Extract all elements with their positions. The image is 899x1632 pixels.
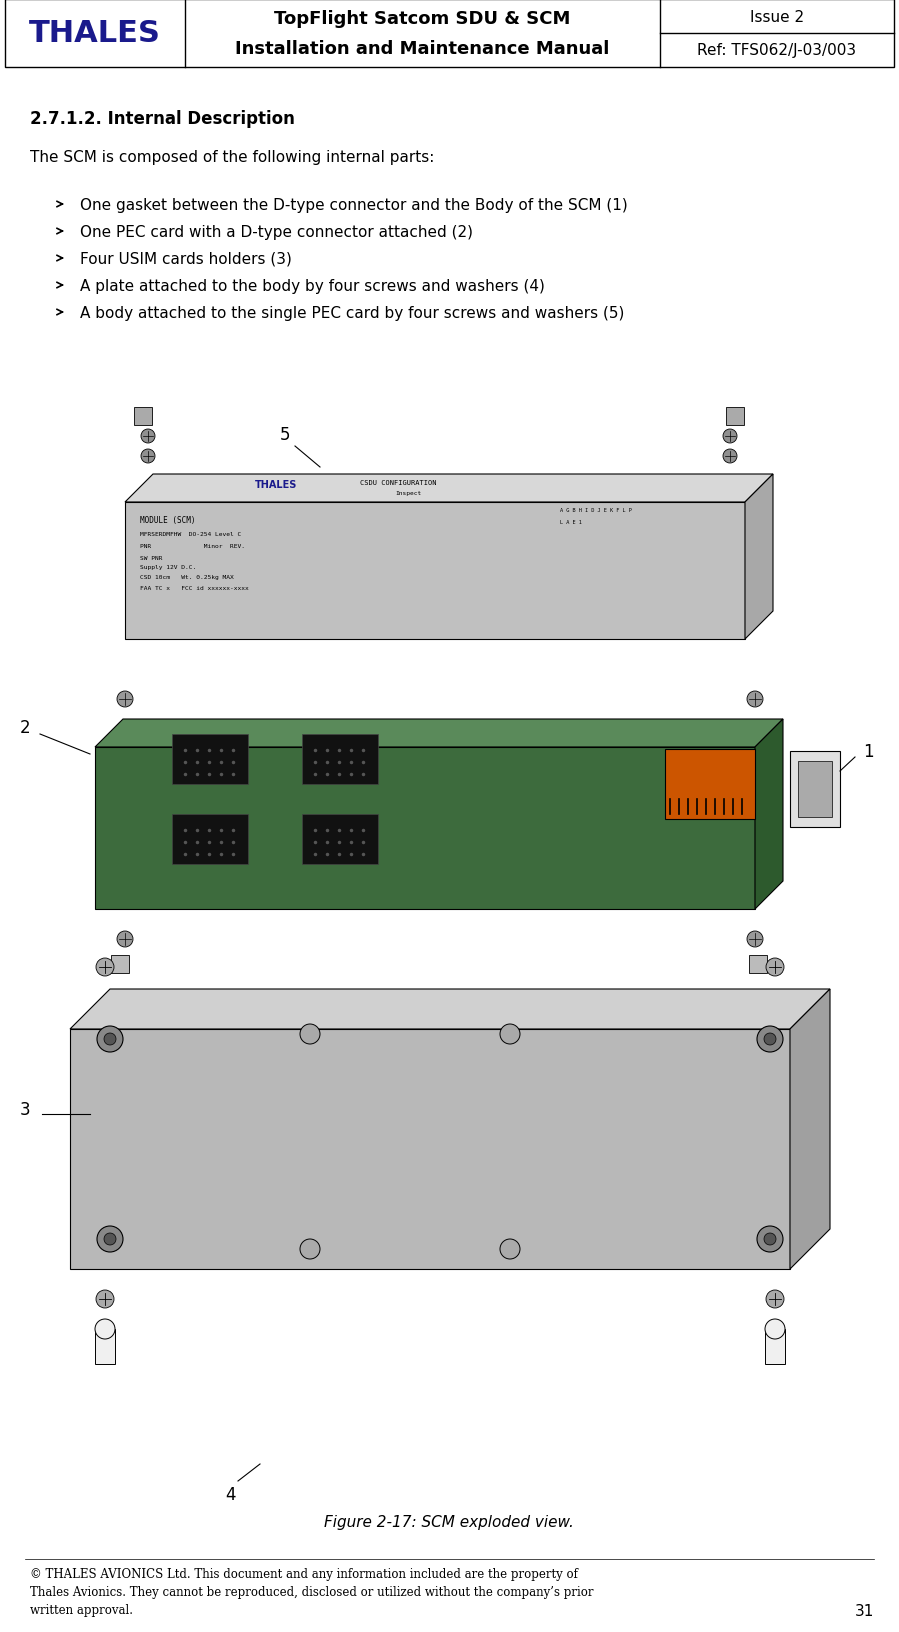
Text: A G B H I D J E K F L P: A G B H I D J E K F L P [560,508,632,512]
Text: 5: 5 [280,426,290,444]
Text: A body attached to the single PEC card by four screws and washers (5): A body attached to the single PEC card b… [80,305,625,322]
Polygon shape [790,989,830,1270]
Text: MODULE (SCM): MODULE (SCM) [140,516,195,524]
Circle shape [723,429,737,444]
Text: PNR              Minor  REV.: PNR Minor REV. [140,543,245,548]
Circle shape [117,692,133,708]
Text: The SCM is composed of the following internal parts:: The SCM is composed of the following int… [30,150,434,165]
Circle shape [95,1319,115,1340]
Circle shape [96,1291,114,1309]
Text: 31: 31 [855,1603,874,1617]
Bar [665,749,755,819]
Text: Four USIM cards holders (3): Four USIM cards holders (3) [80,251,292,268]
Bar [302,734,378,785]
Text: THALES: THALES [29,20,161,49]
Circle shape [97,1027,123,1053]
Text: THALES: THALES [255,480,298,490]
Circle shape [104,1033,116,1046]
Polygon shape [745,475,773,640]
Bar [95,1328,115,1364]
Text: 2: 2 [20,718,31,736]
Circle shape [766,958,784,976]
Circle shape [765,1319,785,1340]
Circle shape [141,429,155,444]
Bar [5,0,894,69]
Text: SW PNR: SW PNR [140,555,163,560]
Bar [765,1328,785,1364]
Circle shape [141,450,155,463]
Text: 4: 4 [225,1485,236,1503]
Polygon shape [125,503,745,640]
Circle shape [723,450,737,463]
Circle shape [500,1025,520,1044]
Text: written approval.: written approval. [30,1603,133,1616]
Text: © THALES AVIONICS Ltd. This document and any information included are the proper: © THALES AVIONICS Ltd. This document and… [30,1567,578,1580]
Circle shape [300,1025,320,1044]
Text: Supply 12V D.C.: Supply 12V D.C. [140,565,196,570]
Circle shape [97,1226,123,1252]
Bar [134,408,152,426]
Circle shape [764,1234,776,1245]
Text: 2.7.1.2. Internal Description: 2.7.1.2. Internal Description [30,109,295,127]
Text: 1: 1 [863,743,873,761]
Bar [798,762,832,818]
Text: One gasket between the D-type connector and the Body of the SCM (1): One gasket between the D-type connector … [80,197,628,212]
Text: 3: 3 [20,1100,31,1118]
Polygon shape [95,747,755,909]
Circle shape [300,1239,320,1260]
Text: FAA TC x   FCC id xxxxxx-xxxx: FAA TC x FCC id xxxxxx-xxxx [140,586,249,591]
Polygon shape [95,720,783,747]
Circle shape [757,1027,783,1053]
Circle shape [117,932,133,948]
Text: L A E 1: L A E 1 [560,521,582,526]
Text: CSD 10cm   Wt. 0.25kg MAX: CSD 10cm Wt. 0.25kg MAX [140,574,234,579]
Bar [749,955,767,973]
Text: Issue 2: Issue 2 [750,10,804,24]
Circle shape [747,932,763,948]
Circle shape [747,692,763,708]
Polygon shape [70,989,830,1030]
Circle shape [96,958,114,976]
Text: Thales Avionics. They cannot be reproduced, disclosed or utilized without the co: Thales Avionics. They cannot be reproduc… [30,1585,593,1598]
Bar [172,734,248,785]
Polygon shape [70,1030,790,1270]
Text: Inspect: Inspect [395,490,422,494]
Polygon shape [755,720,783,909]
Bar [172,814,248,865]
Text: Figure 2-17: SCM exploded view.: Figure 2-17: SCM exploded view. [324,1514,574,1529]
Circle shape [104,1234,116,1245]
Text: CSDU CONFIGURATION: CSDU CONFIGURATION [360,480,437,486]
Text: One PEC card with a D-type connector attached (2): One PEC card with a D-type connector att… [80,225,473,240]
Bar [111,955,129,973]
Text: Installation and Maintenance Manual: Installation and Maintenance Manual [235,39,610,57]
Polygon shape [125,475,773,503]
Text: TopFlight Satcom SDU & SCM: TopFlight Satcom SDU & SCM [274,10,570,28]
Bar [726,408,744,426]
Bar [302,814,378,865]
Text: A plate attached to the body by four screws and washers (4): A plate attached to the body by four scr… [80,279,545,294]
Text: MFRSERDMFHW  DO-254 Level C: MFRSERDMFHW DO-254 Level C [140,532,241,537]
Circle shape [764,1033,776,1046]
Circle shape [757,1226,783,1252]
Circle shape [766,1291,784,1309]
Text: Ref: TFS062/J-03/003: Ref: TFS062/J-03/003 [698,44,857,59]
Bar [790,752,840,827]
Circle shape [500,1239,520,1260]
